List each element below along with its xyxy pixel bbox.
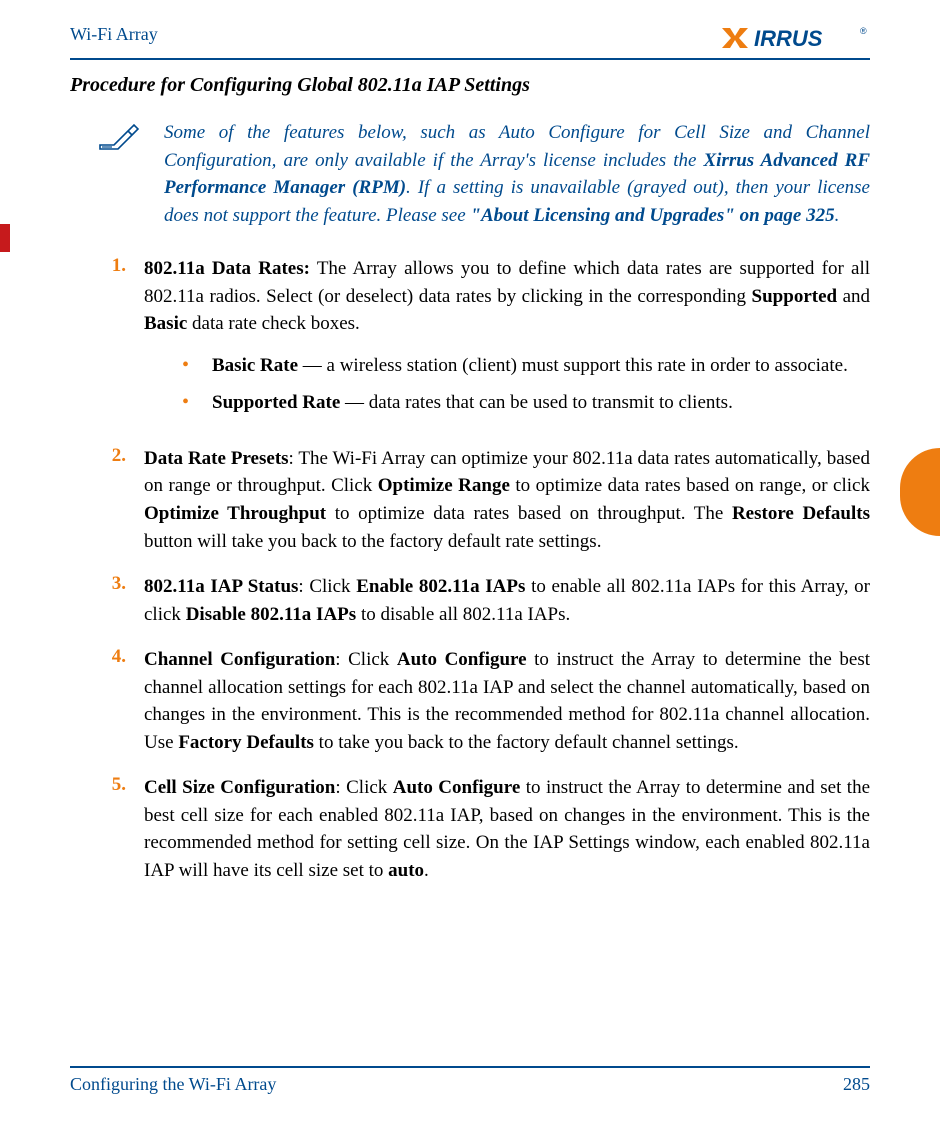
- b: Disable 802.11a IAPs: [186, 604, 357, 625]
- step-1-b2: Basic: [144, 313, 187, 334]
- step-5: 5. Cell Size Configuration: Click Auto C…: [102, 774, 870, 884]
- footer-rule: [70, 1066, 870, 1068]
- step-1-sublist: • Basic Rate — a wireless station (clien…: [182, 352, 870, 417]
- sub-basic-rate: • Basic Rate — a wireless station (clien…: [182, 352, 870, 380]
- b: Auto Configure: [393, 777, 521, 798]
- page-header: Wi-Fi Array IRRUS ®: [70, 24, 870, 58]
- svg-text:®: ®: [860, 26, 867, 36]
- t: to optimize data rates based on range, o…: [510, 475, 870, 496]
- step-body: 802.11a IAP Status: Click Enable 802.11a…: [144, 573, 870, 628]
- t: : Click: [335, 649, 397, 670]
- sub-a-body: — a wireless station (client) must suppo…: [298, 355, 848, 376]
- b: auto: [388, 860, 424, 881]
- header-rule: [70, 58, 870, 60]
- page-footer: Configuring the Wi-Fi Array 285: [70, 1066, 870, 1095]
- sub-supported-rate: • Supported Rate — data rates that can b…: [182, 389, 870, 417]
- page-content: Wi-Fi Array IRRUS ® Procedure for Config…: [0, 0, 940, 885]
- step-body: Data Rate Presets: The Wi-Fi Array can o…: [144, 445, 870, 555]
- b: Optimize Range: [378, 475, 510, 496]
- bullet-icon: •: [182, 389, 194, 417]
- t: : Click: [298, 576, 356, 597]
- step-body: 802.11a Data Rates: The Array allows you…: [144, 255, 870, 427]
- step-5-lead: Cell Size Configuration: [144, 777, 335, 798]
- b: Auto Configure: [397, 649, 527, 670]
- sub-body: Basic Rate — a wireless station (client)…: [212, 352, 870, 380]
- t: button will take you back to the factory…: [144, 531, 601, 552]
- note-link: "About Licensing and Upgrades" on page 3…: [470, 205, 834, 226]
- step-1-tail: data rate check boxes.: [187, 313, 360, 334]
- step-2: 2. Data Rate Presets: The Wi-Fi Array ca…: [102, 445, 870, 555]
- sub-b-body: — data rates that can be used to transmi…: [340, 392, 733, 413]
- sub-b-lead: Supported Rate: [212, 392, 340, 413]
- license-note: Some of the features below, such as Auto…: [98, 119, 870, 229]
- brand-logo: IRRUS ®: [720, 24, 870, 52]
- page-number: 285: [843, 1074, 870, 1095]
- t: .: [424, 860, 429, 881]
- logo-text: IRRUS: [754, 26, 823, 51]
- note-text: Some of the features below, such as Auto…: [164, 119, 870, 229]
- b: Optimize Throughput: [144, 503, 326, 524]
- step-1-lead: 802.11a Data Rates:: [144, 258, 310, 279]
- step-4-lead: Channel Configuration: [144, 649, 335, 670]
- t: to optimize data rates based on throughp…: [326, 503, 732, 524]
- b: Factory Defaults: [178, 732, 314, 753]
- step-1-mid: and: [837, 286, 870, 307]
- xirrus-logo-icon: IRRUS ®: [720, 24, 870, 52]
- footer-left: Configuring the Wi-Fi Array: [70, 1074, 276, 1095]
- sub-body: Supported Rate — data rates that can be …: [212, 389, 870, 417]
- step-number: 2.: [102, 445, 126, 555]
- section-title: Procedure for Configuring Global 802.11a…: [70, 74, 870, 97]
- step-4: 4. Channel Configuration: Click Auto Con…: [102, 646, 870, 756]
- step-3: 3. 802.11a IAP Status: Click Enable 802.…: [102, 573, 870, 628]
- header-title: Wi-Fi Array: [70, 24, 158, 45]
- step-number: 4.: [102, 646, 126, 756]
- step-body: Channel Configuration: Click Auto Config…: [144, 646, 870, 756]
- step-1-b1: Supported: [752, 286, 838, 307]
- step-body: Cell Size Configuration: Click Auto Conf…: [144, 774, 870, 884]
- step-1: 1. 802.11a Data Rates: The Array allows …: [102, 255, 870, 427]
- step-3-lead: 802.11a IAP Status: [144, 576, 298, 597]
- step-2-lead: Data Rate Presets: [144, 448, 289, 469]
- step-number: 1.: [102, 255, 126, 427]
- hand-writing-icon: [98, 121, 140, 156]
- t: to disable all 802.11a IAPs.: [356, 604, 570, 625]
- step-number: 3.: [102, 573, 126, 628]
- b: Enable 802.11a IAPs: [356, 576, 525, 597]
- b: Restore Defaults: [732, 503, 870, 524]
- sub-a-lead: Basic Rate: [212, 355, 298, 376]
- t: : Click: [335, 777, 392, 798]
- note-part5: .: [835, 205, 840, 226]
- procedure-list: 1. 802.11a Data Rates: The Array allows …: [102, 255, 870, 884]
- bullet-icon: •: [182, 352, 194, 380]
- step-number: 5.: [102, 774, 126, 884]
- t: to take you back to the factory default …: [314, 732, 739, 753]
